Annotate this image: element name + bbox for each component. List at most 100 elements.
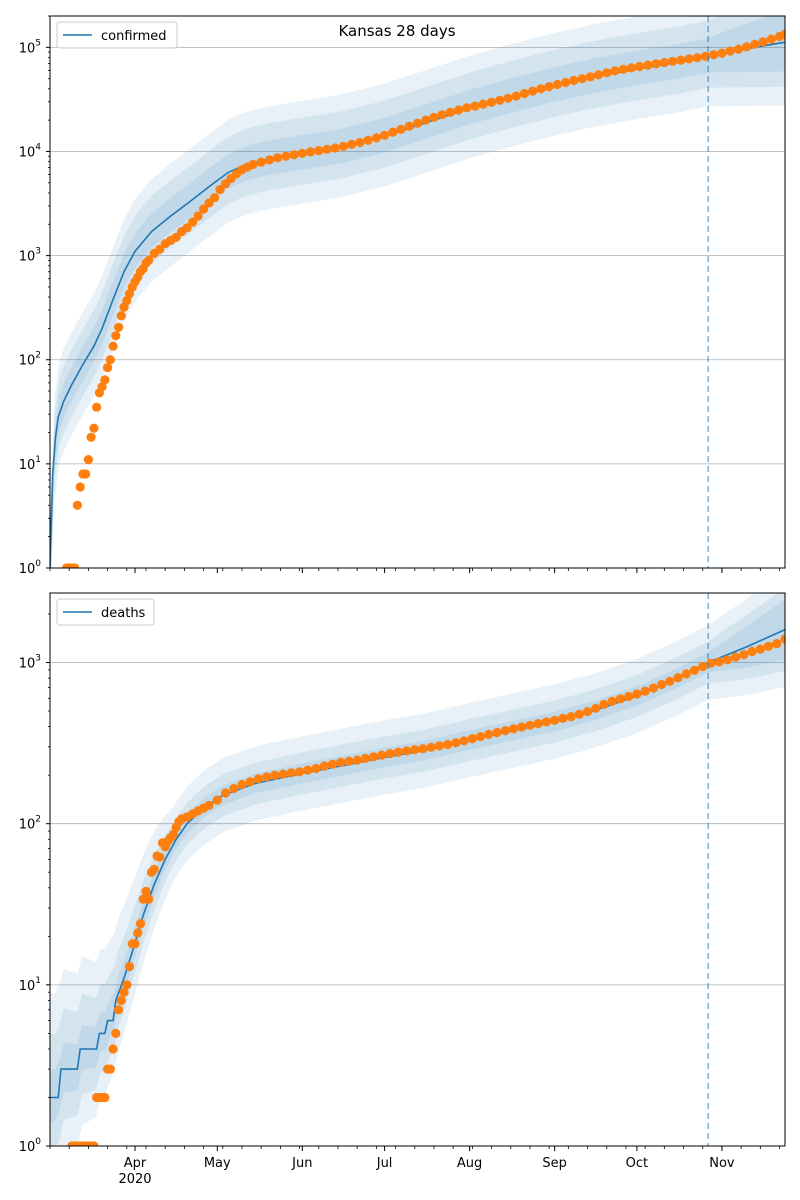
legend-box [56,21,178,49]
observed-point [607,696,617,706]
observed-point [467,734,477,744]
observed-point [281,151,291,161]
observed-point [593,70,604,80]
observed-point [750,39,760,49]
observed-point [763,641,774,651]
chart-title: Kansas 28 days [338,22,455,40]
observed-point [511,91,521,101]
observed-point [355,137,365,148]
uncertainty-band [50,599,785,1123]
legend: deaths [56,598,155,626]
observed-point [410,745,420,755]
observed-point [626,63,637,73]
observed-point [742,42,752,52]
observed-point [618,64,628,74]
observed-point [525,720,535,730]
observed-point [561,77,571,88]
observed-point [171,232,181,242]
observed-point [193,211,203,221]
observed-point [651,59,661,69]
observed-point [615,694,626,704]
observed-point [81,469,91,479]
observed-point [295,767,305,777]
observed-point [429,112,439,122]
observed-point [462,103,472,113]
observed-point [215,185,225,195]
axes-frame [49,592,786,1147]
y-tick-label: 105 [19,38,41,56]
observed-point [220,788,231,798]
observed-point [264,155,274,165]
observed-point [722,655,733,665]
observed-point [673,673,683,683]
observed-point [755,644,765,654]
observed-point [273,153,283,163]
y-tick-label: 102 [19,351,41,369]
observed-point [552,79,563,90]
observed-point [780,29,785,39]
observed-point [640,686,650,696]
observed-point [747,646,757,657]
observed-point [330,143,340,153]
observed-point [100,375,110,385]
observed-point [550,715,560,725]
observed-point [380,130,390,140]
observed-point [83,455,93,465]
uncertainty-band [50,16,785,568]
observed-point [533,719,543,729]
observed-point [443,739,453,750]
observed-point [717,48,727,58]
observed-point [371,133,381,143]
y-tick-label: 100 [19,1137,42,1155]
observed-point [327,759,338,769]
observed-point [105,355,115,365]
uncertainty-band [50,593,785,1146]
observed-point [319,761,329,771]
observed-point [210,193,220,203]
observed-point [89,423,99,433]
observed-point [404,121,414,131]
x-tick-label: Apr [124,1156,147,1171]
observed-point [86,432,96,442]
observed-point [122,980,132,990]
observed-point [253,774,263,784]
observed-point [528,86,538,96]
observed-point [149,864,159,875]
observed-point [434,741,444,751]
observed-point [100,1092,110,1103]
uncertainty-band [50,593,785,1146]
observed-point [377,750,387,760]
observed-point [108,341,118,351]
observed-point [311,763,321,774]
observed-point [495,95,505,105]
observed-point [624,691,634,702]
observed-point [689,665,700,675]
observed-point [635,61,645,72]
observed-point [766,34,776,44]
observed-point [421,115,431,125]
observed-point [297,148,307,158]
observed-point [155,852,165,862]
observed-point [108,1044,118,1054]
observed-point [92,402,102,412]
observed-point [124,961,135,972]
observed-point [352,755,362,765]
observed-point [70,563,80,568]
observed-point [536,84,546,94]
observed-point [709,50,719,60]
observed-point [569,75,579,86]
legend-label: deaths [101,606,146,621]
observed-point [486,97,497,107]
observed-point [363,135,373,145]
observed-point [144,894,154,904]
observed-point [478,99,488,109]
observed-point [114,322,124,332]
y-tick-label: 101 [19,976,41,994]
observed-point [393,747,403,757]
observed-point [772,639,782,649]
legend-label: confirmed [101,29,167,44]
x-tick-label: Aug [457,1156,482,1171]
observed-point [725,46,735,56]
